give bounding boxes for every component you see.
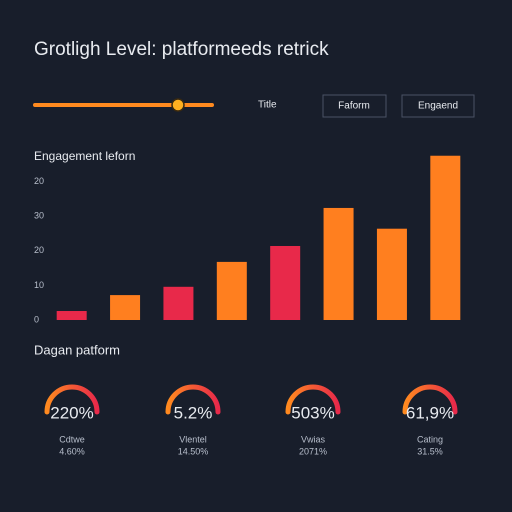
gauge-value: 220% — [50, 403, 93, 422]
slider-knob[interactable] — [171, 98, 185, 112]
gauge-value: 61,9% — [406, 403, 454, 422]
gauge-name: Cating — [417, 434, 443, 444]
y-tick-label: 0 — [34, 314, 39, 324]
y-tick-label: 20 — [34, 245, 44, 255]
chart-title: Engagement leforn — [34, 149, 135, 163]
gauge-value: 5.2% — [174, 403, 213, 422]
gauge-name: Vwias — [301, 434, 326, 444]
y-tick-label: 20 — [34, 176, 44, 186]
button-label[interactable]: Engaend — [418, 101, 458, 112]
section-title: Dagan patform — [34, 342, 120, 357]
gauge-sub: 31.5% — [417, 446, 443, 456]
bar — [323, 207, 354, 320]
bar — [110, 295, 141, 320]
gauge-arc — [285, 384, 341, 415]
bar — [430, 155, 461, 320]
gauge-arc — [165, 384, 221, 415]
bar — [163, 286, 194, 320]
button-label[interactable]: Faform — [338, 101, 370, 112]
button[interactable] — [401, 94, 475, 118]
bar — [56, 311, 87, 320]
tab[interactable]: Title — [258, 100, 277, 111]
gauge-sub: 14.50% — [178, 446, 209, 456]
page-title: Grotligh Level: platformeeds retrick — [34, 39, 329, 60]
y-tick-label: 10 — [34, 280, 44, 290]
gauge-arc — [402, 384, 458, 415]
y-tick-label: 30 — [34, 211, 44, 221]
gauge-name: Vlentel — [179, 434, 207, 444]
gauge-sub: 2071% — [299, 446, 327, 456]
bar — [376, 228, 407, 320]
bar — [270, 245, 301, 320]
button[interactable] — [322, 94, 387, 118]
bar — [216, 261, 247, 320]
gauge-sub: 4.60% — [59, 446, 85, 456]
gauge-value: 503% — [291, 403, 334, 422]
gauge-arc — [44, 384, 100, 415]
gauge-name: Cdtwe — [59, 434, 85, 444]
